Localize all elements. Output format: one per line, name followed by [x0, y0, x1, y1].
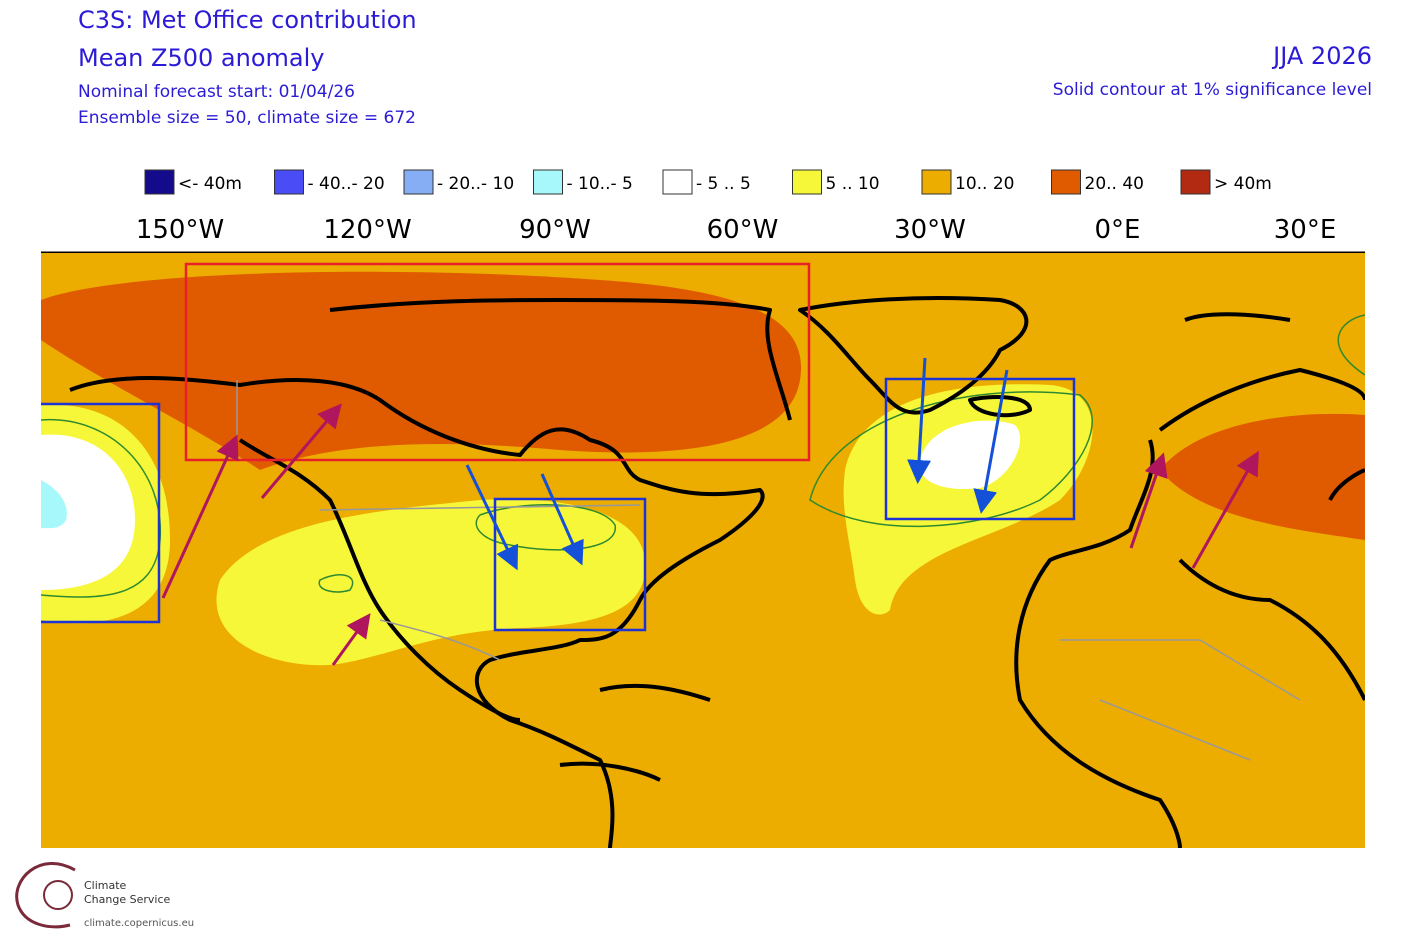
legend-label: - 20..- 10: [437, 174, 514, 194]
ensemble-size: Ensemble size = 50, climate size = 672: [78, 108, 416, 128]
longitude-label: 30°W: [894, 215, 966, 245]
legend-swatch: [662, 169, 693, 195]
map: [41, 253, 1365, 848]
title: C3S: Met Office contribution: [78, 6, 417, 34]
legend-label: <- 40m: [178, 174, 242, 194]
legend-label: - 10..- 5: [567, 174, 633, 194]
subtitle: Mean Z500 anomaly: [78, 44, 325, 72]
longitude-label: 30°E: [1274, 215, 1337, 245]
legend-swatch: [274, 169, 304, 195]
legend-label: 5 .. 10: [826, 174, 880, 194]
season: JJA 2026: [1273, 42, 1372, 70]
legend-swatch: [921, 169, 952, 195]
legend-label: 10.. 20: [955, 174, 1014, 194]
logo-line2: Change Service: [84, 893, 170, 906]
longitude-label: 120°W: [323, 215, 411, 245]
legend-label: - 5 .. 5: [696, 174, 751, 194]
longitude-label: 150°W: [136, 215, 224, 245]
logo-url: climate.copernicus.eu: [84, 918, 194, 929]
legend-swatch: [1051, 169, 1081, 195]
legend-swatch: [792, 169, 822, 195]
legend-swatch: [533, 169, 563, 195]
legend-swatch: [144, 169, 175, 195]
significance-note: Solid contour at 1% significance level: [1052, 80, 1372, 100]
logo: Climate Change Service climate.copernicu…: [15, 862, 194, 929]
longitude-label: 60°W: [707, 215, 779, 245]
legend-swatch: [1180, 169, 1211, 195]
longitude-label: 90°W: [519, 215, 591, 245]
logo-line1: Climate: [84, 879, 127, 892]
legend-label: - 40..- 20: [308, 174, 385, 194]
legend-label: > 40m: [1214, 174, 1272, 194]
legend-label: 20.. 40: [1085, 174, 1144, 194]
longitude-label: 0°E: [1095, 215, 1141, 245]
legend-swatch: [403, 169, 434, 195]
forecast-start: Nominal forecast start: 01/04/26: [78, 82, 355, 102]
